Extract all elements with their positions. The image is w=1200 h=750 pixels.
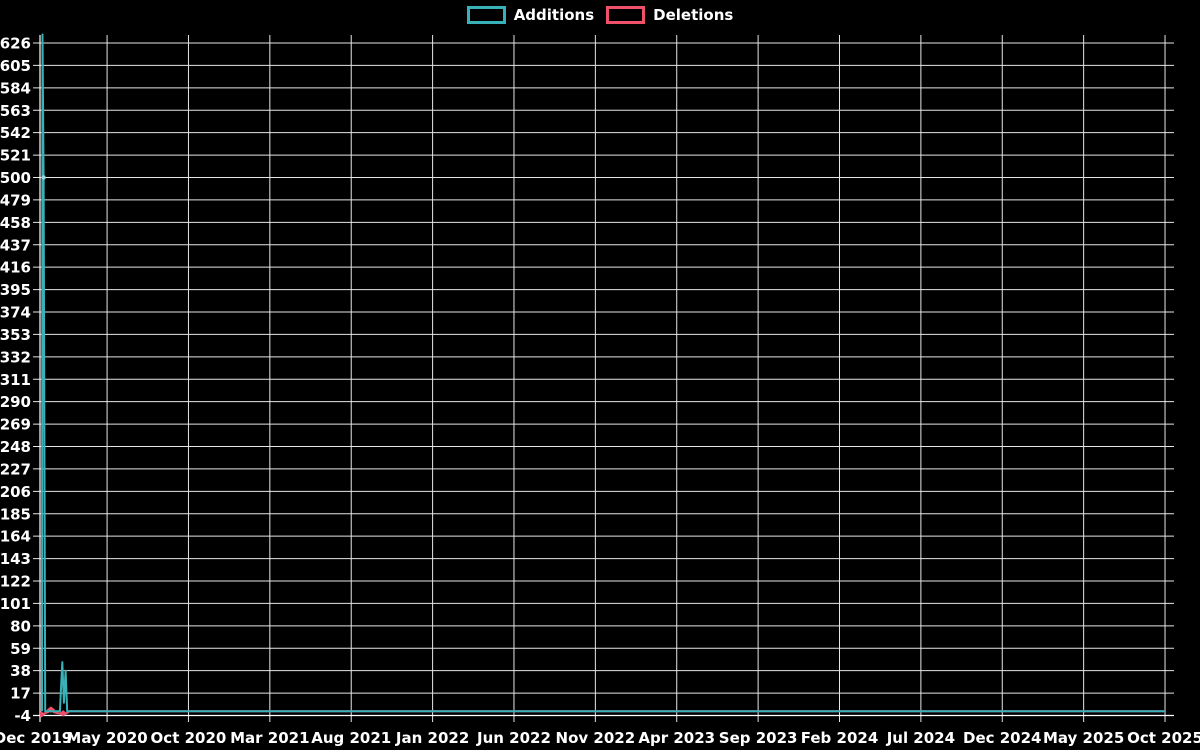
svg-text:500: 500 bbox=[0, 169, 31, 187]
svg-text:206: 206 bbox=[0, 483, 31, 501]
svg-text:479: 479 bbox=[0, 191, 31, 209]
svg-text:Nov 2022: Nov 2022 bbox=[556, 729, 636, 747]
svg-text:584: 584 bbox=[0, 79, 31, 97]
svg-text:626: 626 bbox=[0, 35, 31, 53]
deletions-swatch-icon bbox=[606, 6, 646, 24]
svg-text:Jan 2022: Jan 2022 bbox=[395, 729, 469, 747]
svg-text:248: 248 bbox=[0, 438, 31, 456]
legend-label-deletions: Deletions bbox=[653, 5, 734, 24]
svg-text:290: 290 bbox=[0, 393, 31, 411]
svg-text:May 2025: May 2025 bbox=[1043, 729, 1124, 747]
svg-text:185: 185 bbox=[0, 505, 31, 523]
svg-text:Aug 2021: Aug 2021 bbox=[311, 729, 391, 747]
svg-text:143: 143 bbox=[0, 550, 31, 568]
additions-swatch-icon bbox=[466, 6, 506, 24]
svg-text:122: 122 bbox=[0, 573, 31, 591]
svg-text:563: 563 bbox=[0, 102, 31, 120]
svg-text:-4: -4 bbox=[14, 707, 31, 725]
svg-text:416: 416 bbox=[0, 259, 31, 277]
svg-text:Oct 2020: Oct 2020 bbox=[151, 729, 227, 747]
svg-text:542: 542 bbox=[0, 124, 31, 142]
svg-text:164: 164 bbox=[0, 528, 31, 546]
svg-text:521: 521 bbox=[0, 147, 31, 165]
legend-label-additions: Additions bbox=[513, 5, 595, 24]
legend-item-deletions[interactable]: Deletions bbox=[606, 6, 733, 24]
svg-text:17: 17 bbox=[10, 685, 31, 703]
svg-text:80: 80 bbox=[10, 617, 31, 635]
svg-text:437: 437 bbox=[0, 236, 31, 254]
svg-text:Dec 2024: Dec 2024 bbox=[963, 729, 1042, 747]
svg-text:May 2020: May 2020 bbox=[66, 729, 147, 747]
svg-text:Feb 2024: Feb 2024 bbox=[801, 729, 879, 747]
svg-text:395: 395 bbox=[0, 281, 31, 299]
svg-text:227: 227 bbox=[0, 460, 31, 478]
svg-text:Oct 2025: Oct 2025 bbox=[1127, 729, 1200, 747]
svg-text:353: 353 bbox=[0, 326, 31, 344]
svg-text:374: 374 bbox=[0, 304, 31, 322]
svg-text:458: 458 bbox=[0, 214, 31, 232]
svg-text:269: 269 bbox=[0, 416, 31, 434]
svg-text:311: 311 bbox=[0, 371, 31, 389]
svg-text:Mar 2021: Mar 2021 bbox=[230, 729, 309, 747]
svg-text:Dec 2019: Dec 2019 bbox=[0, 729, 72, 747]
svg-text:332: 332 bbox=[0, 348, 31, 366]
svg-text:101: 101 bbox=[0, 595, 31, 613]
svg-text:Jul 2024: Jul 2024 bbox=[886, 729, 955, 747]
svg-text:Apr 2023: Apr 2023 bbox=[638, 729, 715, 747]
svg-text:38: 38 bbox=[10, 662, 31, 680]
svg-text:Jun 2022: Jun 2022 bbox=[476, 729, 551, 747]
svg-text:59: 59 bbox=[10, 640, 31, 658]
legend-item-additions[interactable]: Additions bbox=[466, 5, 595, 24]
chart-legend: Additions Deletions bbox=[0, 6, 1200, 24]
svg-text:605: 605 bbox=[0, 57, 31, 75]
svg-text:Sep 2023: Sep 2023 bbox=[719, 729, 798, 747]
